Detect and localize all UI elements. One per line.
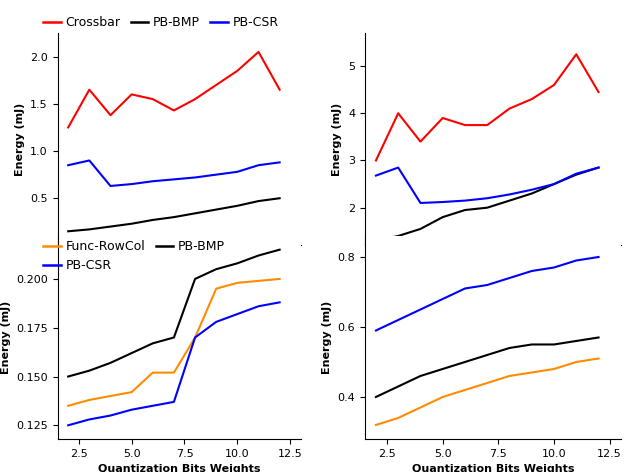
Legend: Func-RowCol, PB-CSR, PB-BMP: Func-RowCol, PB-CSR, PB-BMP <box>38 235 230 278</box>
X-axis label: Quantization Bits Weights: Quantization Bits Weights <box>98 271 260 281</box>
Y-axis label: Energy (mJ): Energy (mJ) <box>322 301 332 374</box>
X-axis label: Quantization Bits Weights: Quantization Bits Weights <box>412 464 574 472</box>
X-axis label: Quantization Bits Weights: Quantization Bits Weights <box>412 271 574 281</box>
Y-axis label: Energy (mJ): Energy (mJ) <box>332 102 342 176</box>
Legend: Crossbar, PB-BMP, PB-CSR: Crossbar, PB-BMP, PB-CSR <box>38 11 284 34</box>
X-axis label: Quantization Bits Weights: Quantization Bits Weights <box>98 464 260 472</box>
Y-axis label: Energy (mJ): Energy (mJ) <box>15 102 24 176</box>
Y-axis label: Energy (mJ): Energy (mJ) <box>1 301 11 374</box>
